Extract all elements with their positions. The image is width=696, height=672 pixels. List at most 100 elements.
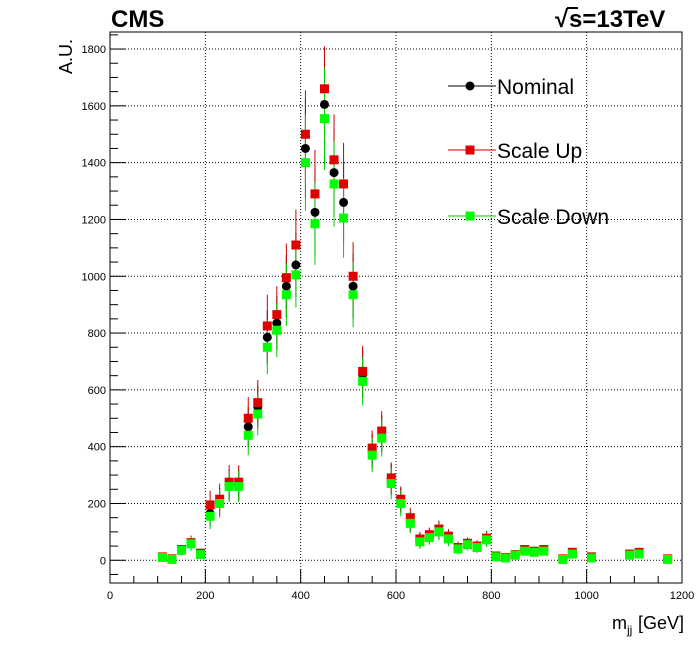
point-scale-down <box>234 481 244 491</box>
y-tick-label: 600 <box>88 385 106 397</box>
energy-label: s=13TeV <box>569 6 665 33</box>
point-nominal <box>310 207 320 217</box>
legend-marker-scale-down <box>465 211 475 221</box>
point-scale-down <box>434 527 444 537</box>
point-scale-down <box>272 325 282 335</box>
point-nominal <box>348 281 358 291</box>
point-scale-down <box>320 114 329 124</box>
y-tick-label: 800 <box>88 328 106 340</box>
point-scale-down <box>567 549 577 559</box>
legend-label-nominal: Nominal <box>497 76 574 99</box>
point-scale-down <box>634 549 644 559</box>
point-nominal <box>262 332 272 342</box>
point-scale-up <box>320 84 329 94</box>
sqrt-symbol: √ <box>555 6 569 33</box>
point-scale-up <box>243 413 253 423</box>
point-scale-up <box>272 310 282 320</box>
point-scale-up <box>253 398 263 408</box>
x-tick-label: 400 <box>291 590 309 602</box>
point-scale-down <box>367 450 377 460</box>
point-scale-up <box>291 240 301 250</box>
legend-entry-nominal: Nominal <box>448 76 574 99</box>
legend-entry-scale-up: Scale Up <box>448 140 582 163</box>
x-tick-label: 0 <box>107 590 113 602</box>
point-scale-up <box>310 189 320 199</box>
point-scale-down <box>186 539 196 549</box>
point-scale-down <box>510 550 520 560</box>
point-nominal <box>329 168 339 178</box>
point-scale-up <box>205 500 215 510</box>
point-scale-down <box>396 498 406 508</box>
point-nominal <box>320 99 329 109</box>
point-scale-up <box>377 426 387 436</box>
y-tick-label: 1400 <box>82 158 106 170</box>
point-scale-down <box>405 518 415 528</box>
point-scale-down <box>262 342 272 352</box>
point-scale-down <box>663 554 673 564</box>
point-scale-down <box>558 554 568 564</box>
point-scale-down <box>339 213 349 223</box>
y-tick-label: 1800 <box>82 44 106 56</box>
point-scale-down <box>539 546 549 556</box>
point-scale-down <box>196 550 206 560</box>
point-scale-down <box>625 550 635 560</box>
point-scale-down <box>310 219 320 229</box>
point-scale-up <box>329 155 339 165</box>
plot-frame <box>109 31 683 584</box>
point-scale-up <box>339 179 349 189</box>
x-tick-label: 600 <box>387 590 405 602</box>
point-scale-down <box>443 534 453 544</box>
point-scale-down <box>415 537 425 547</box>
y-tick-label: 400 <box>88 442 106 454</box>
point-scale-up <box>281 273 291 283</box>
point-scale-down <box>348 290 358 300</box>
point-scale-down <box>491 552 501 562</box>
x-tick-label: 200 <box>196 590 214 602</box>
point-scale-down <box>472 542 482 552</box>
point-scale-down <box>177 545 186 555</box>
point-scale-down <box>529 547 539 557</box>
point-scale-down <box>281 290 291 300</box>
x-axis-title: m jj [GeV] <box>612 613 684 637</box>
point-scale-down <box>463 540 472 550</box>
y-tick-label: 1000 <box>82 271 106 283</box>
point-scale-up <box>358 366 368 376</box>
data-points <box>157 46 673 564</box>
point-scale-down <box>157 552 167 562</box>
legend-marker-nominal <box>465 81 475 91</box>
point-scale-down <box>586 553 596 563</box>
point-scale-down <box>243 430 253 440</box>
legend: Nominal Scale Up Scale Down <box>448 76 609 229</box>
experiment-label: CMS <box>111 6 164 33</box>
point-scale-down <box>501 553 511 563</box>
x-tick-label: 800 <box>482 590 500 602</box>
point-scale-down <box>386 479 396 489</box>
grid <box>110 32 682 583</box>
point-scale-down <box>300 158 310 168</box>
point-scale-up <box>367 443 377 453</box>
point-scale-up <box>348 271 358 281</box>
point-nominal <box>243 422 253 432</box>
x-axis-title-sub: jj <box>626 623 632 637</box>
point-scale-down <box>424 533 434 543</box>
point-scale-down <box>377 433 387 443</box>
point-scale-down <box>253 409 263 419</box>
y-tick-label: 0 <box>100 555 106 567</box>
point-scale-up <box>300 129 310 139</box>
point-scale-down <box>358 376 368 386</box>
point-scale-up <box>386 473 396 483</box>
point-scale-up <box>262 321 272 331</box>
point-nominal <box>291 260 301 270</box>
point-scale-down <box>224 481 234 491</box>
point-nominal <box>272 318 282 328</box>
x-tick-label: 1200 <box>670 590 694 602</box>
y-axis-title: A.U. <box>56 39 76 74</box>
legend-label-scale-up: Scale Up <box>497 140 582 163</box>
point-scale-down <box>482 535 492 545</box>
point-nominal <box>281 281 291 291</box>
point-scale-down <box>215 498 225 508</box>
point-scale-down <box>205 511 215 521</box>
point-nominal <box>339 197 349 207</box>
y-tick-label: 1600 <box>82 101 106 113</box>
